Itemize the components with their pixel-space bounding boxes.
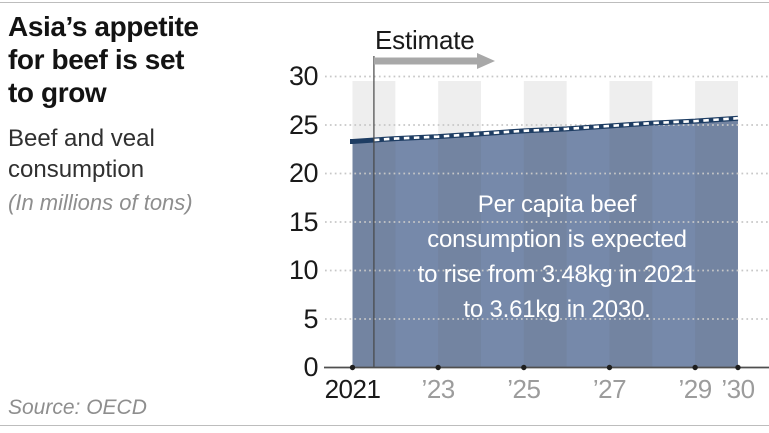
x-tick-label: ’27 <box>592 374 627 404</box>
top-rule <box>0 2 769 3</box>
x-tick-dot <box>692 364 698 371</box>
x-tick-label: 2021 <box>324 374 381 404</box>
x-tick-label: ’29 <box>678 374 713 404</box>
x-tick-label: ’23 <box>421 374 456 404</box>
chart-subtitle: Beef and veal consumption <box>8 125 155 183</box>
x-tick-dot <box>735 364 741 371</box>
y-tick-label: 15 <box>288 206 319 237</box>
source-note: Source: OECD <box>8 396 147 419</box>
estimate-arrow-head <box>477 53 495 69</box>
x-tick-dot <box>521 364 527 371</box>
chart-unit-note: (In millions of tons) <box>8 190 193 215</box>
y-tick-label: 5 <box>303 303 318 334</box>
y-tick-label: 0 <box>303 352 318 382</box>
y-tick-label: 20 <box>288 158 319 188</box>
x-tick-dot <box>435 364 441 371</box>
x-tick-dot <box>606 364 613 371</box>
bottom-rule <box>0 425 769 426</box>
consumption-area <box>352 118 738 368</box>
year-band <box>438 81 481 368</box>
chart-annotation: Per capita beef consumption is expected … <box>417 191 697 323</box>
year-band <box>695 81 738 368</box>
y-tick-label: 10 <box>288 255 319 285</box>
estimate-label: Estimate <box>375 25 475 55</box>
estimate-dashed-line <box>373 116 739 142</box>
x-tick-dot <box>349 364 356 371</box>
y-tick-label: 25 <box>288 109 319 140</box>
estimate-arrow-shaft <box>373 57 477 65</box>
page-title: Asia’s appetite for beef is set to grow <box>8 11 199 108</box>
x-tick-label: ’25 <box>507 374 541 404</box>
x-tick-label: ’30 <box>721 374 755 404</box>
y-tick-label: 30 <box>288 61 319 91</box>
